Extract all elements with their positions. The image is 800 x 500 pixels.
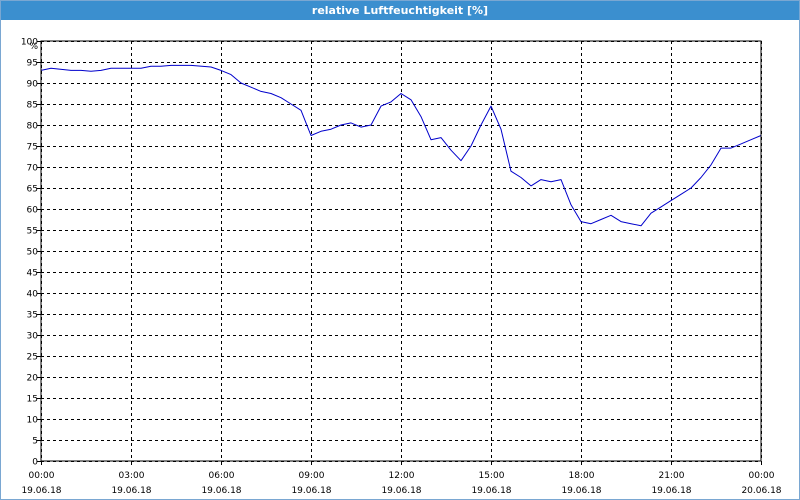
y-tick-label: 10 xyxy=(27,416,39,426)
plot-frame xyxy=(40,40,762,462)
y-tick-label: 20 xyxy=(27,374,39,384)
x-tick-date-label: 19.06.18 xyxy=(381,486,421,496)
y-tick-label: 100 xyxy=(21,38,38,48)
window-title: relative Luftfeuchtigkeit [%] xyxy=(1,1,799,20)
x-tick-time-label: 03:00 xyxy=(119,471,145,481)
x-tick-date-label: 19.06.18 xyxy=(201,486,241,496)
x-tick-time-label: 12:00 xyxy=(389,471,415,481)
x-tick-date-label: 19.06.18 xyxy=(471,486,511,496)
y-tick-label: 15 xyxy=(27,395,38,405)
y-tick-label: 40 xyxy=(27,290,39,300)
x-tick-date-label: 19.06.18 xyxy=(111,486,151,496)
y-tick-label: 35 xyxy=(27,311,38,321)
x-tick-time-label: 21:00 xyxy=(659,471,685,481)
y-tick-label: 95 xyxy=(27,59,38,69)
y-tick-label: 55 xyxy=(27,227,38,237)
x-tick-time-label: 18:00 xyxy=(569,471,595,481)
y-tick-label: 50 xyxy=(27,248,39,258)
x-tick-time-label: 06:00 xyxy=(209,471,235,481)
x-tick-time-label: 00:00 xyxy=(749,471,775,481)
series-group xyxy=(40,64,762,227)
y-tick-label: 90 xyxy=(27,80,39,90)
x-tick-date-label: 19.06.18 xyxy=(21,486,61,496)
y-tick-label: 45 xyxy=(27,269,38,279)
x-tick-time-label: 09:00 xyxy=(299,471,325,481)
x-tick-time-label: 00:00 xyxy=(29,471,55,481)
y-tick-label: 75 xyxy=(27,143,38,153)
y-tick-label: 25 xyxy=(27,353,38,363)
x-tick-time-label: 15:00 xyxy=(479,471,505,481)
x-tick-date-label: 19.06.18 xyxy=(291,486,331,496)
x-axis: 00:00 19.06.18 03:00 19.06.18 06:00 19.06.18 0… xyxy=(21,461,782,496)
y-tick-label: 65 xyxy=(27,185,38,195)
y-axis-unit-label: % xyxy=(29,42,38,52)
grid-lines xyxy=(41,41,762,462)
x-tick-date-label: 20.06.18 xyxy=(741,486,781,496)
humidity-series-line xyxy=(40,64,762,227)
y-tick-label: 30 xyxy=(27,332,39,342)
y-tick-label: 80 xyxy=(27,122,39,132)
y-tick-label: 0 xyxy=(32,458,38,468)
y-tick-label: 5 xyxy=(32,437,38,447)
y-tick-label: 70 xyxy=(27,164,39,174)
x-tick-date-label: 19.06.18 xyxy=(651,486,691,496)
y-axis: 0 5 10 15 20 25 30 35 40 45 50 55 60 65 70 75 80 85 90 95 10… xyxy=(21,38,41,468)
y-tick-label: 60 xyxy=(27,206,39,216)
x-tick-date-label: 19.06.18 xyxy=(561,486,601,496)
y-tick-label: 85 xyxy=(27,101,38,111)
